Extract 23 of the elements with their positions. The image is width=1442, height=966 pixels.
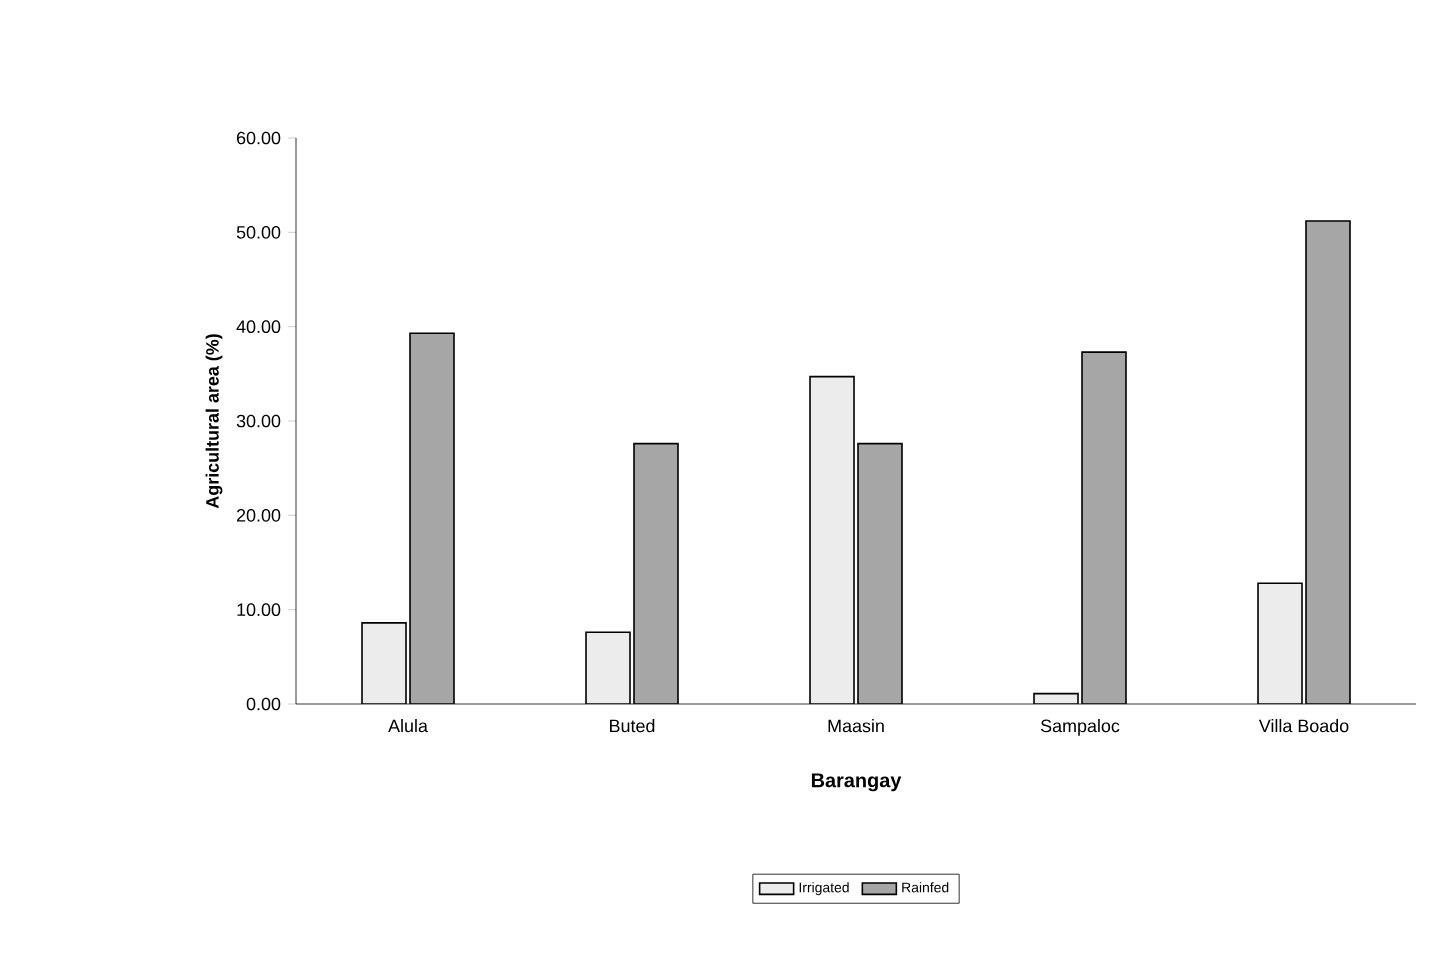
- x-tick-label: Buted: [610, 719, 655, 733]
- bar: [1305, 220, 1351, 704]
- y-tick-label: 0.00: [246, 697, 281, 711]
- bar: [809, 375, 855, 704]
- bar: [409, 332, 455, 704]
- bar: [361, 622, 407, 704]
- y-tick-label: 30.00: [236, 414, 281, 428]
- bar: [1257, 582, 1303, 704]
- bar: [857, 442, 903, 704]
- y-tick-label: 40.00: [236, 320, 281, 334]
- y-tick-label: 10.00: [237, 603, 281, 617]
- x-tick-label: Sampaloc: [1040, 719, 1120, 736]
- bar: [585, 631, 631, 704]
- bar: [1081, 351, 1127, 704]
- y-tick-label: 50.00: [236, 225, 281, 239]
- y-tick-label: 20.00: [236, 508, 281, 522]
- x-axis-title: Barangay: [811, 773, 902, 792]
- x-tick-label: Maasin: [828, 719, 884, 733]
- x-tick-label: Alula: [388, 719, 428, 733]
- bar: [633, 442, 679, 704]
- y-axis-title: Agricultural area (%): [205, 334, 223, 509]
- x-tick-label: Villa Boado: [1258, 719, 1349, 733]
- y-tick-label: 60.00: [236, 131, 281, 145]
